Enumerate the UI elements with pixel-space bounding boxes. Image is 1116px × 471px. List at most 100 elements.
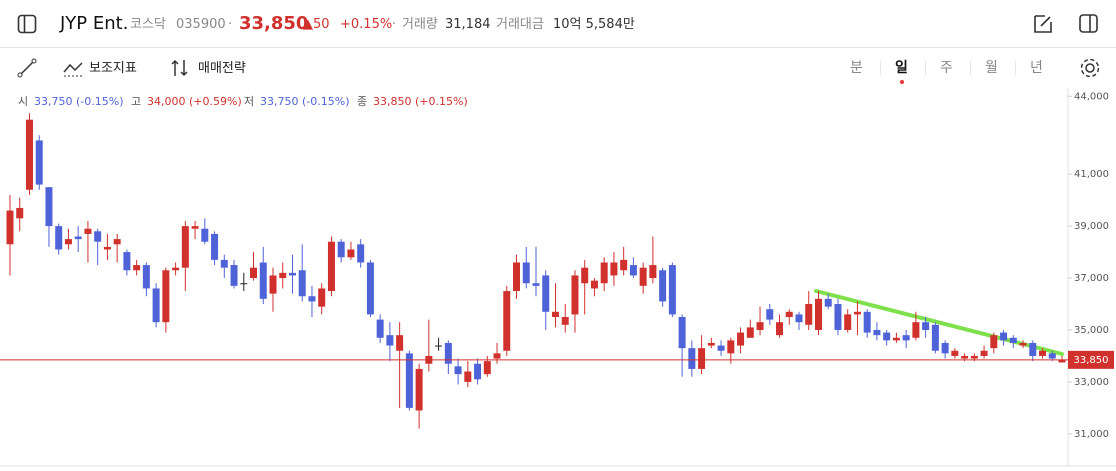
separator: · (228, 17, 233, 32)
candle-body (980, 350, 988, 356)
candle-body (776, 322, 784, 336)
ohlc-label: 고 (131, 95, 142, 108)
candle-body (327, 241, 335, 292)
candle-body (1058, 359, 1066, 363)
candle-body (464, 371, 472, 382)
candle-body (376, 319, 384, 338)
candle-body (347, 249, 355, 258)
ohlc-label: 시 (18, 95, 29, 108)
candle-body (698, 348, 706, 369)
panel-toggle[interactable] (17, 14, 37, 34)
change: ▲50 (303, 17, 330, 32)
candle-body (181, 226, 189, 268)
period-tab[interactable]: 주 (940, 60, 953, 76)
period-tab[interactable]: 분 (850, 60, 863, 76)
candle-body (94, 231, 102, 242)
y-tick-label: 37,000 (1074, 273, 1109, 284)
candle-body (386, 335, 394, 346)
price: 33,850 (239, 13, 309, 34)
volume: 31,184 (445, 17, 491, 32)
strategy-button[interactable]: 매매전략 (198, 61, 246, 76)
candle-body (571, 275, 579, 315)
toolbar: 보조지표 매매전략 분 일 주 월 년 (0, 48, 1116, 88)
indicator-button[interactable]: 보조지표 (89, 61, 137, 76)
candle-body (191, 226, 199, 229)
edit-button[interactable] (1032, 13, 1054, 35)
candle-body (513, 262, 521, 292)
candle-body (230, 265, 238, 286)
draw-tool[interactable] (17, 58, 37, 78)
candle-body (142, 265, 150, 289)
candle-body (133, 265, 141, 271)
candle-body (1019, 342, 1027, 346)
candle-body (84, 228, 92, 234)
candle-body (581, 267, 589, 284)
y-tick-label: 31,000 (1074, 429, 1109, 440)
candle-body (288, 272, 296, 276)
period-tab[interactable]: 년 (1030, 60, 1043, 76)
amount-label: 거래대금 (496, 17, 544, 32)
candle-body (610, 262, 618, 276)
candle-body (795, 314, 803, 323)
candle-body (366, 262, 374, 315)
separator: · (392, 17, 397, 32)
candle-body (396, 335, 404, 351)
candle-body (532, 283, 540, 286)
y-tick-label: 41,000 (1074, 169, 1109, 180)
candle-body (522, 262, 530, 284)
candle-body (318, 288, 326, 307)
candle-body (45, 187, 53, 227)
candle-body (250, 267, 258, 279)
stock-name: JYP Ent. (60, 13, 129, 34)
candle-body (600, 262, 608, 284)
candle-body (853, 311, 861, 315)
candle-body (493, 353, 501, 359)
candle-body (668, 265, 676, 315)
candle-body (892, 337, 900, 341)
ohlc-value: 34,000 (+0.59%) (147, 95, 242, 108)
settings-button[interactable] (1079, 57, 1101, 79)
candle-body (941, 342, 949, 354)
candle-body (74, 236, 82, 240)
candle-body (961, 355, 969, 359)
tab-divider (970, 61, 971, 75)
candle-body (970, 355, 978, 359)
ohlc-value: 33,750 (-0.15%) (260, 95, 350, 108)
period-tab[interactable]: 월 (985, 60, 998, 76)
period-tab[interactable]: 일 (895, 60, 908, 76)
candle-body (620, 259, 628, 271)
candle-body (123, 252, 131, 271)
candle-body (785, 311, 793, 317)
candle-body (211, 233, 219, 260)
candle-body (172, 267, 180, 271)
indicator-icon[interactable] (62, 58, 84, 78)
candle-body (805, 304, 813, 325)
candle-body (951, 350, 959, 356)
candle-body (6, 210, 14, 245)
candle-body (990, 335, 998, 349)
candle-body (259, 262, 267, 299)
candle-body (766, 309, 774, 320)
header: JYP Ent. 코스닥 035900 · 33,850 ▲50 +0.15% … (0, 0, 1116, 48)
candle-body (474, 363, 482, 380)
candle-body (444, 342, 452, 364)
candle-body (1029, 342, 1037, 356)
candle-body (1039, 350, 1047, 356)
candle-body (561, 317, 569, 325)
side-panel-button[interactable] (1078, 13, 1100, 35)
y-tick-label: 44,000 (1074, 91, 1109, 102)
candle-body (551, 311, 559, 317)
ohlc-value: 33,850 (+0.15%) (373, 95, 468, 108)
candle-body (113, 239, 121, 245)
candle-body (415, 368, 423, 411)
candle-body (678, 317, 686, 349)
y-tick-label: 35,000 (1074, 325, 1109, 336)
candle-body (454, 366, 462, 375)
candle-body (201, 228, 209, 242)
strategy-icon[interactable] (170, 58, 192, 78)
candle-body (25, 119, 33, 190)
candle-body (639, 267, 647, 286)
active-dot (900, 80, 904, 84)
candle-body (883, 332, 891, 341)
